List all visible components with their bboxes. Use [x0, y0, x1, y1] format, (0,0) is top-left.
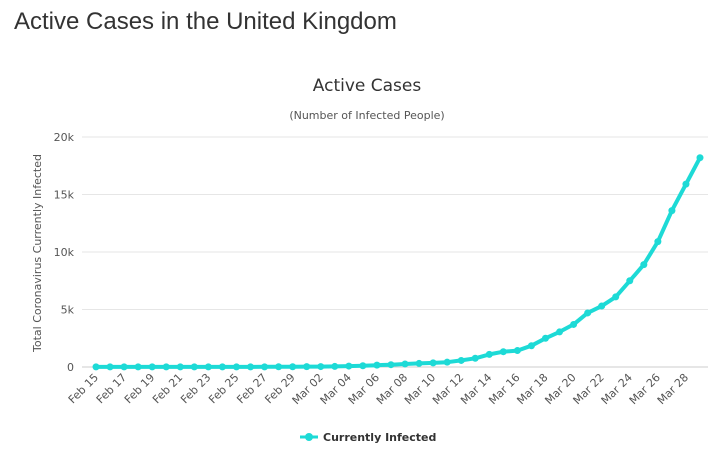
chart-title: Active Cases: [313, 76, 422, 96]
page-title: Active Cases in the United Kingdom: [14, 8, 397, 35]
data-point[interactable]: [275, 363, 283, 371]
data-point[interactable]: [584, 309, 592, 317]
data-point[interactable]: [190, 363, 198, 371]
gridlines: [82, 136, 708, 368]
data-point[interactable]: [654, 238, 662, 246]
chart-subtitle: (Number of Infected People): [289, 109, 444, 122]
y-tick-label: 10k: [54, 246, 75, 259]
legend-marker: [305, 433, 313, 441]
data-point[interactable]: [92, 363, 100, 371]
series-line: [94, 155, 702, 369]
data-point[interactable]: [289, 363, 297, 371]
data-point[interactable]: [317, 363, 325, 371]
data-point[interactable]: [612, 293, 620, 301]
x-tick-label: Feb 25: [206, 371, 241, 406]
y-tick-label: 5k: [61, 304, 75, 317]
data-point[interactable]: [232, 363, 240, 371]
data-point[interactable]: [247, 363, 255, 371]
x-tick-label: Feb 27: [234, 371, 269, 406]
data-point[interactable]: [134, 363, 142, 371]
data-point[interactable]: [331, 362, 339, 370]
data-point[interactable]: [668, 207, 676, 215]
data-point[interactable]: [204, 363, 212, 371]
data-point[interactable]: [401, 360, 409, 368]
x-tick-label: Feb 17: [94, 371, 129, 406]
data-point[interactable]: [443, 358, 451, 366]
data-point[interactable]: [598, 302, 606, 310]
data-point[interactable]: [429, 359, 437, 367]
x-tick-label: Mar 28: [655, 371, 691, 407]
y-axis-label: Total Coronavirus Currently Infected: [31, 154, 44, 353]
data-point[interactable]: [162, 363, 170, 371]
data-point[interactable]: [570, 320, 578, 328]
data-point[interactable]: [359, 362, 367, 370]
data-point[interactable]: [499, 348, 507, 356]
x-tick-label: Feb 15: [66, 371, 101, 406]
data-point[interactable]: [457, 356, 465, 364]
y-tick-label: 15k: [54, 189, 75, 202]
x-tick-label: Feb 21: [150, 371, 185, 406]
y-tick-label: 20k: [54, 131, 75, 144]
legend-label[interactable]: Currently Infected: [323, 431, 436, 444]
x-tick-label: Feb 23: [178, 371, 213, 406]
data-point[interactable]: [176, 363, 184, 371]
data-point[interactable]: [513, 347, 521, 355]
data-point[interactable]: [218, 363, 226, 371]
y-axis-ticks: 0 5k 10k 15k 20k: [54, 131, 75, 374]
data-point[interactable]: [415, 359, 423, 367]
data-point[interactable]: [696, 154, 704, 162]
data-point[interactable]: [345, 362, 353, 370]
y-tick-label: 0: [67, 361, 74, 374]
data-point[interactable]: [120, 363, 128, 371]
data-point[interactable]: [106, 363, 114, 371]
data-point[interactable]: [387, 361, 395, 369]
data-point[interactable]: [373, 361, 381, 369]
x-tick-label: Feb 19: [122, 371, 157, 406]
data-point[interactable]: [541, 334, 549, 342]
series-currently-infected: [92, 154, 704, 371]
data-point[interactable]: [626, 277, 634, 285]
data-point[interactable]: [682, 180, 690, 188]
data-point[interactable]: [261, 363, 269, 371]
legend[interactable]: Currently Infected: [300, 431, 436, 444]
data-point[interactable]: [148, 363, 156, 371]
data-point[interactable]: [527, 342, 535, 350]
data-point[interactable]: [485, 350, 493, 358]
data-point[interactable]: [303, 363, 311, 371]
data-point[interactable]: [640, 261, 648, 269]
data-point[interactable]: [471, 354, 479, 362]
data-point[interactable]: [556, 328, 564, 336]
